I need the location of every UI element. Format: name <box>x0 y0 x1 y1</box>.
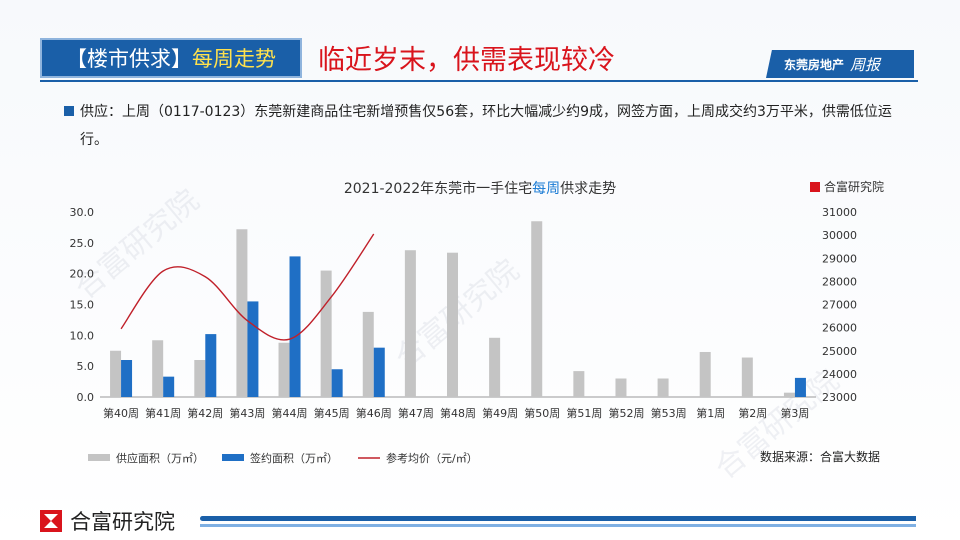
x-tick-label: 第3周 <box>780 406 809 420</box>
supply-bar <box>531 221 543 397</box>
y-left-tick-label: 0.0 <box>77 391 95 404</box>
chart-title-prefix: 2021-2022年东莞市一手住宅 <box>343 181 533 197</box>
report-badge-text: 东莞房地产 <box>784 57 845 72</box>
brand-logo-icon <box>810 181 820 192</box>
legend-signed-label: 签约面积（万㎡） <box>250 451 338 465</box>
footer-logo-text: 合富研究院 <box>70 510 175 534</box>
supply-bar <box>152 340 164 397</box>
y-left-tick-label: 25.0 <box>70 237 95 250</box>
signed-bar <box>331 369 343 397</box>
supply-bar <box>657 378 669 397</box>
x-tick-label: 第2周 <box>738 406 767 420</box>
chart-title: 2021-2022年东莞市一手住宅每周供求走势 <box>0 178 960 198</box>
summary-text: 供应：上周（0117-0123）东莞新建商品住宅新增预售仅56套，环比大幅减少约… <box>64 98 904 154</box>
x-tick-label: 第50周 <box>524 406 560 420</box>
footer-logo: 合富研究院 <box>40 506 175 536</box>
chart-logo-text: 合富研究院 <box>824 180 885 194</box>
header-divider <box>40 80 918 82</box>
chart-axes: 0.0 5.0 10.0 15.0 20.0 25.0 30.0 23000 24000 2500… <box>70 206 858 420</box>
report-badge-script: 周报 <box>850 55 881 74</box>
y-right-tick-label: 26000 <box>822 322 857 335</box>
bullet-square-icon <box>64 106 74 116</box>
x-tick-label: 第46周 <box>356 406 392 420</box>
y-right-tick-label: 31000 <box>822 206 857 219</box>
report-badge: 东莞房地产 周报 <box>766 50 914 78</box>
x-tick-label: 第53周 <box>651 406 687 420</box>
x-tick-label: 第1周 <box>696 406 725 420</box>
footer-divider-light <box>200 524 916 527</box>
y-left-tick-label: 20.0 <box>70 268 95 281</box>
price-line <box>120 233 375 341</box>
chart-bars <box>110 221 806 397</box>
y-right-tick-label: 25000 <box>822 345 857 358</box>
chart-title-suffix: 供求走势 <box>560 181 617 197</box>
y-right-tick-label: 23000 <box>822 391 857 404</box>
legend-price-label: 参考均价（元/㎡） <box>386 451 478 465</box>
data-source: 数据来源：合富大数据 <box>760 450 881 464</box>
brand-logo-icon <box>40 510 62 532</box>
signed-bar <box>205 334 217 397</box>
supply-bar <box>489 337 501 397</box>
x-tick-label: 第45周 <box>314 406 350 420</box>
y-right-tick-label: 27000 <box>822 299 857 312</box>
y-left-tick-label: 15.0 <box>70 299 95 312</box>
supply-bar <box>783 392 795 397</box>
x-tick-label: 第49周 <box>482 406 518 420</box>
supply-bar <box>236 229 248 397</box>
y-left-tick-label: 5.0 <box>77 360 95 373</box>
y-right-tick-label: 29000 <box>822 252 857 265</box>
supply-bar <box>110 350 122 397</box>
y-right-tick-label: 30000 <box>822 229 857 242</box>
signed-bar <box>373 347 385 397</box>
supply-bar <box>615 378 627 397</box>
signed-bar <box>289 256 301 397</box>
y-right-tick-label: 28000 <box>822 275 857 288</box>
signed-bar <box>163 376 175 397</box>
supply-bar <box>447 252 458 397</box>
summary-paragraph: 供应：上周（0117-0123）东莞新建商品住宅新增预售仅56套，环比大幅减少约… <box>80 104 892 148</box>
y-right-tick-label: 24000 <box>822 368 857 381</box>
x-tick-label: 第40周 <box>103 406 139 420</box>
section-tag-prefix: 【楼市供求】 <box>66 47 192 71</box>
legend-supply-label: 供应面积（万㎡） <box>116 451 204 465</box>
legend-signed-swatch <box>222 454 244 461</box>
supply-bar <box>362 311 374 397</box>
section-tag: 【楼市供求】 每周走势 <box>40 38 302 78</box>
supply-bar <box>404 250 416 397</box>
x-tick-label: 第47周 <box>398 406 434 420</box>
section-tag-highlight: 每周走势 <box>192 47 276 71</box>
x-tick-label: 第48周 <box>440 406 476 420</box>
chart-logo: 合富研究院 <box>810 178 884 195</box>
x-tick-label: 第43周 <box>229 406 265 420</box>
chart-price-line <box>120 233 375 341</box>
supply-bar <box>278 342 290 397</box>
signed-bar <box>247 301 259 397</box>
y-left-tick-label: 30.0 <box>70 206 95 219</box>
footer-divider <box>200 516 916 521</box>
supply-bar <box>699 351 711 397</box>
x-tick-label: 第51周 <box>566 406 602 420</box>
x-tick-label: 第41周 <box>145 406 181 420</box>
supply-bar <box>320 270 332 397</box>
supply-bar <box>741 357 753 397</box>
legend-supply-swatch <box>88 454 110 461</box>
supply-bar <box>573 371 585 397</box>
x-tick-label: 第44周 <box>272 406 308 420</box>
signed-bar <box>794 377 806 397</box>
x-tick-label: 第52周 <box>608 406 644 420</box>
chart-title-highlight: 每周 <box>532 181 561 197</box>
signed-bar <box>121 360 133 397</box>
y-left-tick-label: 10.0 <box>70 329 95 342</box>
chart-legend: 供应面积（万㎡） 签约面积（万㎡） 参考均价（元/㎡） <box>88 451 478 465</box>
x-tick-label: 第42周 <box>187 406 223 420</box>
supply-bar <box>194 360 206 397</box>
page-title: 临近岁末，供需表现较冷 <box>318 45 615 76</box>
